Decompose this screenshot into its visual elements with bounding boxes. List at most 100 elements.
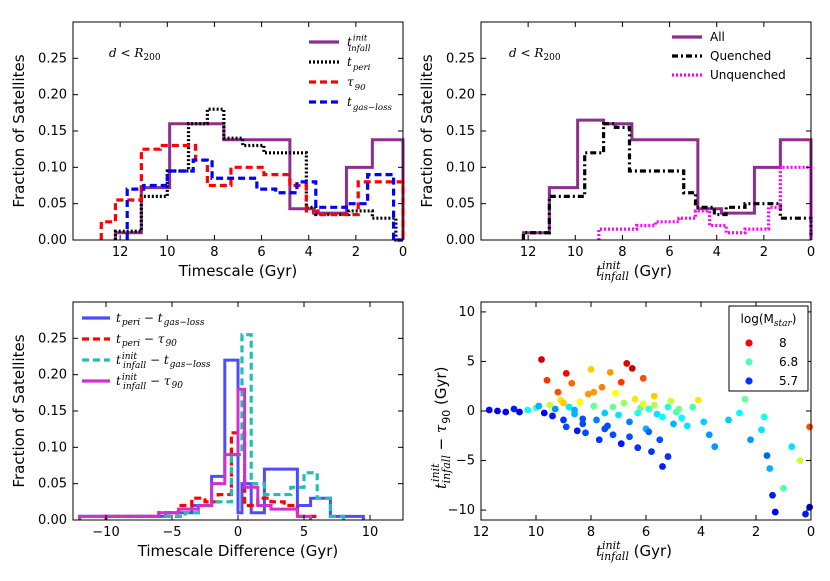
scatter-point [524,406,532,414]
scatter-point [562,423,570,431]
scatter-point [617,378,625,386]
x-axis-label: tinit infall (Gyr) [596,259,672,283]
y-tick-label: 0.25 [446,51,475,66]
x-axis-label: tinit infall (Gyr) [596,539,672,563]
scatter-point [667,397,675,405]
x-tick-label: 6 [642,525,650,540]
y-tick-label: 0.00 [38,233,67,248]
histogram-series-1 [521,122,813,240]
scatter-point [502,408,510,416]
legend-marker-0 [745,339,753,347]
y-tick-label: 0.10 [446,160,475,175]
x-tick-label: −10 [92,525,119,540]
panel-scatter: 12 10 8 6 4 2 0 −10 −5 0 5 10 log(Mstar) 8 6.8 5.7 tinit… [429,301,815,563]
y-tick-label: 0.15 [38,124,67,139]
scatter-point [645,428,653,436]
scatter-point [664,403,672,411]
legend-label-1: Quenched [710,49,771,63]
x-tick-label: 0 [807,245,815,260]
scatter-point [788,443,796,451]
x-tick-label: 12 [520,245,537,260]
scatter-point [485,406,493,414]
scatter-point [780,484,787,492]
legend-label-2: tinit infall − tgas−loss [116,352,211,371]
scatter-point [606,368,614,376]
scatter-point [639,374,647,382]
histogram-series-2 [597,165,813,240]
scatter-point [656,436,664,444]
scatter-point [582,429,589,437]
legend-label-1: 6.8 [779,355,798,369]
scatter-point [565,403,573,411]
x-axis-label: Timescale Difference (Gyr) [137,542,339,560]
y-axis-label: tinitinfall − τ90 (Gyr) [429,367,453,489]
x-tick-label: 10 [567,245,584,260]
annotation-d-lt-r200: d < R200 [109,46,161,63]
y-tick-label: 5 [467,354,475,369]
scatter-point [639,400,647,408]
scatter-point [560,399,567,407]
scatter-point [705,431,713,439]
y-tick-label: 0.05 [38,477,67,492]
y-tick-label: 0.05 [38,197,67,212]
scatter-point [516,408,523,416]
scatter-point [672,408,680,416]
scatter-point [626,433,633,441]
x-tick-label: 2 [352,245,360,260]
x-tick-label: 0 [234,525,242,540]
legend-marker-2 [745,377,753,385]
scatter-point [631,395,639,403]
legend-label-3: tinit infall − τ90 [116,373,183,392]
y-tick-label: 0.20 [38,88,67,103]
scatter-point [628,364,636,372]
legend-label-3: tgas−loss [347,95,393,113]
y-tick-label: 0.20 [446,88,475,103]
scatter-point [766,465,774,472]
scatter-point [510,405,518,413]
legend-marker-1 [745,358,753,366]
scatter-point [648,448,655,456]
x-tick-label: 8 [618,245,626,260]
scatter-point [587,365,595,373]
histogram-series-2 [99,143,405,240]
scatter-point [806,423,814,431]
scatter-point [634,409,642,417]
scatter-point [540,409,548,417]
x-tick-label: 2 [760,245,768,260]
scatter-point [579,420,587,428]
legend-title: log(Mstar) [741,312,797,329]
scatter-point [579,415,587,423]
x-tick-label: 12 [112,245,129,260]
histogram-series-2 [78,333,346,520]
annotation-d-lt-r200: d < R200 [509,46,561,63]
legend-label-1: tperi − τ90 [116,332,177,349]
scatter-point [584,390,592,398]
x-tick-label: 8 [587,525,595,540]
scatter-point [620,399,628,407]
scatter-point [543,376,551,384]
x-tick-label: 4 [713,245,721,260]
y-tick-label: −5 [456,454,475,469]
scatter-point [763,452,771,459]
scatter-point [736,409,743,417]
x-tick-label: 10 [362,525,379,540]
scatter-point [568,379,576,387]
panel-quenched: 12 10 8 6 4 2 0 0.00 0.05 0.10 0.15 0.20 0.25 d < R20… [418,21,815,283]
y-tick-label: 0.10 [38,440,67,455]
x-tick-label: 5 [300,525,308,540]
x-tick-label: 0 [399,245,407,260]
legend-box [728,305,809,392]
scatter-point [645,405,653,413]
legend-label-0: 8 [779,336,787,350]
scatter-point [576,398,584,406]
y-tick-label: 0 [467,404,475,419]
scatter-point [678,414,686,422]
scatter-point [538,356,545,363]
scatter-point [590,388,598,396]
scatter-point [601,425,609,433]
scatter-point [551,405,559,413]
scatter-point [711,443,719,451]
scatter-point [598,383,606,391]
x-axis-label: Timescale (Gyr) [178,262,298,280]
y-tick-label: 0.15 [446,124,475,139]
